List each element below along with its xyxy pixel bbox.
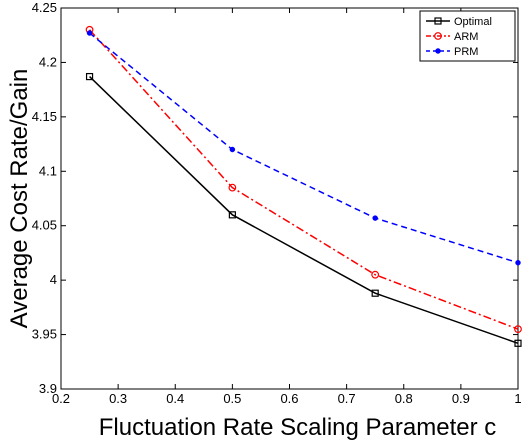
x-tick-label: 0.7	[338, 391, 356, 406]
x-axis-title: Fluctuation Rate Scaling Parameter c	[99, 414, 497, 441]
legend: Optimal ARM PRM	[419, 10, 516, 62]
data-point-prm	[372, 215, 378, 221]
data-point-optimal	[85, 72, 94, 81]
x-tick-label: 1	[514, 391, 521, 406]
x-tick-label: 0.5	[223, 391, 241, 406]
y-tick-label: 3.9	[39, 381, 57, 396]
data-point-arm	[228, 183, 237, 192]
y-tick-label: 4	[50, 272, 57, 287]
data-point-optimal	[228, 211, 236, 219]
x-tick-label: 0.4	[166, 391, 184, 406]
data-point-arm	[371, 270, 380, 279]
x-tick-label: 0.3	[109, 391, 127, 406]
legend-marker-optimal	[434, 17, 442, 25]
x-tick-label: 0.6	[280, 391, 298, 406]
data-point-prm	[229, 146, 236, 153]
data-point-prm	[86, 30, 93, 36]
data-point-optimal	[371, 289, 379, 297]
data-point-optimal	[514, 339, 522, 347]
series-line-optimal	[89, 76, 519, 344]
y-tick-label: 4.2	[39, 54, 57, 69]
data-point-prm	[515, 259, 521, 266]
y-tick-label: 4.25	[32, 0, 57, 15]
y-axis-title: Average Cost Rate/Gain	[6, 69, 33, 329]
y-tick-label: 3.95	[32, 327, 57, 342]
series-line-prm	[89, 32, 519, 264]
y-tick-label: 4.15	[32, 109, 57, 124]
legend-marker-arm	[434, 32, 442, 40]
legend-label-optimal: Optimal	[454, 16, 492, 28]
legend-label-prm: PRM	[454, 46, 478, 58]
legend-marker-prm	[435, 48, 441, 54]
y-tick-label: 4.05	[32, 218, 57, 233]
data-point-arm	[514, 325, 522, 334]
y-tick-label: 4.1	[39, 163, 57, 178]
x-tick-label: 0.8	[395, 391, 413, 406]
x-tick-label: 0.9	[452, 391, 470, 406]
x-tick-label: 0.2	[52, 391, 70, 406]
legend-label-arm: ARM	[454, 31, 478, 43]
